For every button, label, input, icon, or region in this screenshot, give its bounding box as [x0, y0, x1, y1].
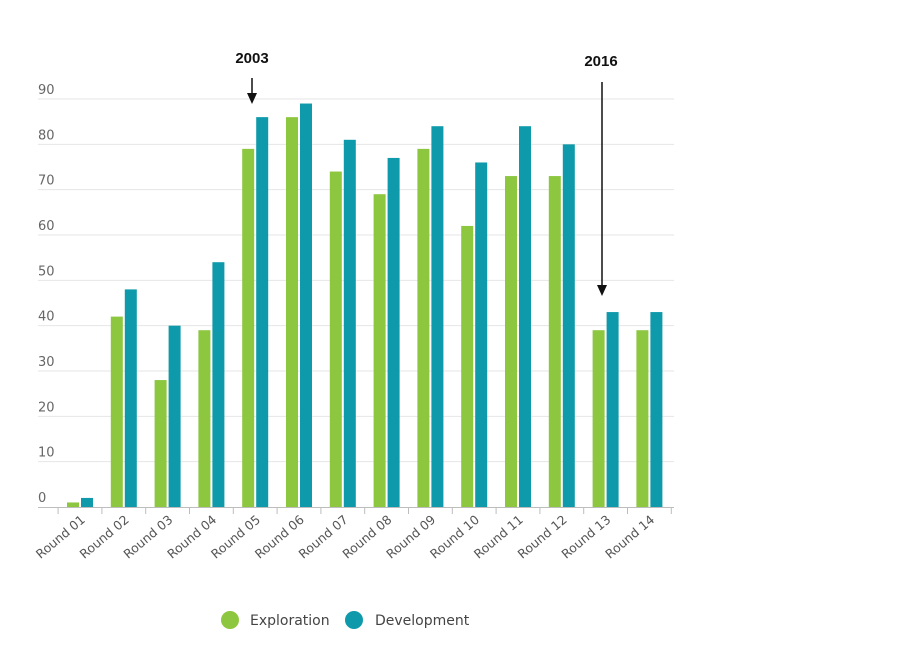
- bar-development-round-13: [606, 312, 619, 507]
- annotations: 2003 2016: [235, 50, 618, 296]
- x-tick-label: Round 14: [602, 512, 657, 562]
- annotation-arrow-head: [597, 285, 607, 296]
- y-tick-label: 20: [38, 400, 55, 415]
- legend-swatch-development: [345, 611, 363, 629]
- bar-development-round-14: [650, 312, 663, 507]
- bar-exploration-round-02: [110, 316, 123, 507]
- gridlines: [38, 98, 674, 463]
- bar-development-round-09: [431, 126, 444, 507]
- legend-label-development: Development: [375, 613, 470, 629]
- bar-exploration-round-09: [417, 148, 430, 507]
- y-tick-label: 80: [38, 128, 55, 143]
- bar-exploration-round-14: [636, 330, 649, 507]
- bar-exploration-round-04: [198, 330, 211, 507]
- annotation-arrow-head: [247, 93, 257, 104]
- legend: Exploration Development: [221, 611, 470, 629]
- y-tick-label: 40: [38, 310, 55, 325]
- bar-exploration-round-12: [548, 176, 561, 508]
- bar-exploration-round-08: [373, 194, 386, 507]
- bar-development-round-04: [212, 262, 225, 507]
- y-tick-label: 0: [38, 491, 46, 506]
- bar-exploration-round-10: [461, 225, 474, 507]
- bar-exploration-round-07: [329, 171, 342, 508]
- bar-development-round-08: [387, 157, 400, 507]
- y-tick-label: 70: [38, 174, 55, 189]
- bar-development-round-12: [562, 144, 575, 508]
- y-tick-label: 50: [38, 264, 55, 279]
- bars: [67, 103, 663, 508]
- y-tick-label: 30: [38, 355, 55, 370]
- bar-development-round-03: [168, 325, 181, 507]
- bar-exploration-round-01: [67, 502, 79, 507]
- annotation-label: 2003: [235, 50, 268, 67]
- bar-exploration-round-13: [592, 330, 605, 507]
- legend-label-exploration: Exploration: [250, 613, 330, 629]
- y-tick-label: 10: [38, 446, 55, 461]
- y-tick-label: 90: [38, 83, 55, 98]
- bar-development-round-11: [519, 126, 531, 507]
- bar-development-round-02: [124, 289, 137, 507]
- bar-exploration-round-11: [505, 176, 517, 508]
- bar-development-round-06: [300, 103, 312, 508]
- annotation-label: 2016: [584, 53, 617, 70]
- y-tick-label: 60: [38, 219, 55, 234]
- bar-development-round-01: [81, 497, 93, 507]
- bar-exploration-round-06: [286, 117, 298, 507]
- bar-development-round-07: [343, 139, 356, 508]
- y-axis-ticks: 0 10 20 30 40 50 60 70 80 90: [38, 83, 55, 506]
- bar-development-round-05: [256, 117, 269, 507]
- bar-development-round-10: [475, 162, 488, 507]
- bar-exploration-round-05: [242, 148, 255, 507]
- legend-swatch-exploration: [221, 611, 239, 629]
- bar-exploration-round-03: [154, 380, 167, 507]
